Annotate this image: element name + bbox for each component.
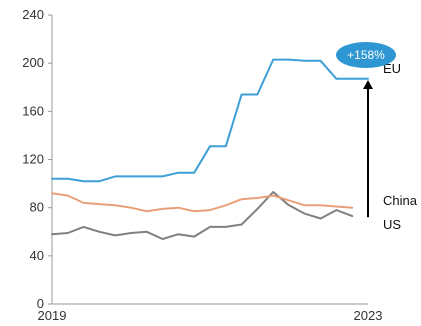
y-tick-label: 200 — [22, 55, 44, 70]
series-line-us — [51, 191, 354, 240]
growth-badge — [336, 42, 396, 68]
y-tick-label: 0 — [37, 296, 44, 311]
series-line-china — [51, 192, 354, 213]
growth-badge-label: +158% — [347, 48, 385, 62]
series-line-eu — [51, 58, 369, 183]
series-label-eu: EU — [383, 61, 401, 76]
y-tick-label: 80 — [30, 200, 44, 215]
y-tick-label: 40 — [30, 248, 44, 263]
x-tick-label: 2019 — [38, 308, 67, 323]
y-tick-label: 120 — [22, 152, 44, 167]
series-label-us: US — [383, 217, 401, 232]
series-label-china: China — [383, 193, 418, 208]
y-tick-label: 160 — [22, 103, 44, 118]
growth-arrow-head — [363, 80, 373, 90]
y-tick-label: 240 — [22, 7, 44, 22]
x-tick-label: 2023 — [354, 308, 383, 323]
